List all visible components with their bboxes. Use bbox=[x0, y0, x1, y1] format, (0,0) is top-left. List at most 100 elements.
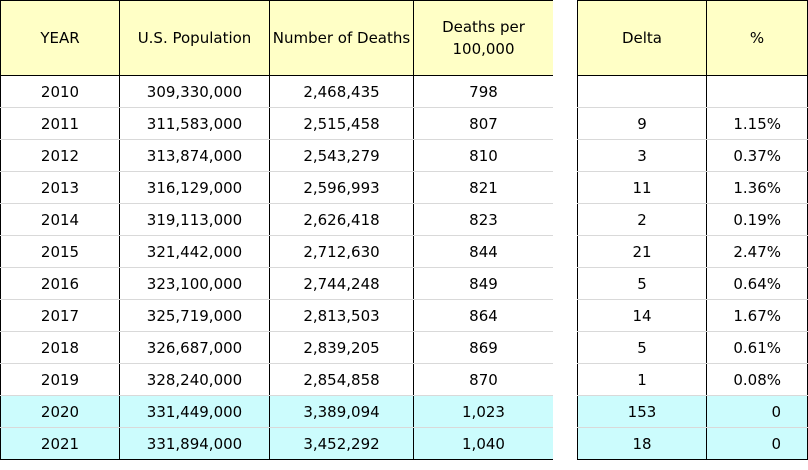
cell-rate[interactable]: 821 bbox=[413, 171, 554, 204]
cell-deaths[interactable]: 3,389,094 bbox=[269, 395, 414, 428]
cell-deaths[interactable]: 2,854,858 bbox=[269, 363, 414, 396]
cell-percent[interactable]: 0.37% bbox=[706, 139, 808, 172]
cell-deaths[interactable]: 2,543,279 bbox=[269, 139, 414, 172]
cell-deaths[interactable]: 2,744,248 bbox=[269, 267, 414, 300]
header-year[interactable]: YEAR bbox=[0, 0, 120, 76]
delta-row: 5 0.64% bbox=[577, 267, 808, 300]
cell-delta[interactable] bbox=[577, 75, 707, 108]
cell-percent[interactable]: 0.19% bbox=[706, 203, 808, 236]
header-rate[interactable]: Deaths per 100,000 bbox=[413, 0, 554, 76]
cell-year[interactable]: 2010 bbox=[0, 75, 120, 108]
cell-year[interactable]: 2019 bbox=[0, 363, 120, 396]
cell-percent[interactable] bbox=[706, 75, 808, 108]
table-row: 2020 331,449,000 3,389,094 1,023 bbox=[0, 395, 554, 428]
cell-deaths[interactable]: 2,626,418 bbox=[269, 203, 414, 236]
cell-percent[interactable]: 0 bbox=[706, 427, 808, 460]
cell-delta[interactable]: 9 bbox=[577, 107, 707, 140]
header-population[interactable]: U.S. Population bbox=[119, 0, 270, 76]
cell-rate[interactable]: 849 bbox=[413, 267, 554, 300]
table-row: 2017 325,719,000 2,813,503 864 bbox=[0, 299, 554, 332]
cell-delta[interactable]: 5 bbox=[577, 331, 707, 364]
delta-table-body: 9 1.15% 3 0.37% 11 1.36% 2 0.19% 21 2.47% 5 0.64% 14… bbox=[577, 75, 808, 460]
cell-rate[interactable]: 844 bbox=[413, 235, 554, 268]
cell-deaths[interactable]: 2,712,630 bbox=[269, 235, 414, 268]
delta-table: Delta % 9 1.15% 3 0.37% 11 1.36% 2 0.19% 21 2.47%… bbox=[577, 0, 808, 460]
cell-population[interactable]: 316,129,000 bbox=[119, 171, 270, 204]
cell-year[interactable]: 2017 bbox=[0, 299, 120, 332]
cell-rate[interactable]: 807 bbox=[413, 107, 554, 140]
cell-percent[interactable]: 0.61% bbox=[706, 331, 808, 364]
cell-delta[interactable]: 3 bbox=[577, 139, 707, 172]
table-row: 2011 311,583,000 2,515,458 807 bbox=[0, 107, 554, 140]
header-delta[interactable]: Delta bbox=[577, 0, 707, 76]
table-row: 2018 326,687,000 2,839,205 869 bbox=[0, 331, 554, 364]
cell-rate[interactable]: 864 bbox=[413, 299, 554, 332]
cell-delta[interactable]: 21 bbox=[577, 235, 707, 268]
table-row: 2014 319,113,000 2,626,418 823 bbox=[0, 203, 554, 236]
cell-rate[interactable]: 870 bbox=[413, 363, 554, 396]
cell-percent[interactable]: 1.36% bbox=[706, 171, 808, 204]
cell-deaths[interactable]: 2,596,993 bbox=[269, 171, 414, 204]
delta-row: 153 0 bbox=[577, 395, 808, 428]
table-row: 2012 313,874,000 2,543,279 810 bbox=[0, 139, 554, 172]
cell-rate[interactable]: 810 bbox=[413, 139, 554, 172]
cell-population[interactable]: 319,113,000 bbox=[119, 203, 270, 236]
cell-population[interactable]: 331,894,000 bbox=[119, 427, 270, 460]
cell-percent[interactable]: 1.67% bbox=[706, 299, 808, 332]
cell-population[interactable]: 326,687,000 bbox=[119, 331, 270, 364]
cell-year[interactable]: 2020 bbox=[0, 395, 120, 428]
delta-row: 9 1.15% bbox=[577, 107, 808, 140]
cell-delta[interactable]: 1 bbox=[577, 363, 707, 396]
cell-percent[interactable]: 1.15% bbox=[706, 107, 808, 140]
cell-year[interactable]: 2015 bbox=[0, 235, 120, 268]
cell-year[interactable]: 2021 bbox=[0, 427, 120, 460]
mortality-table: YEAR U.S. Population Number of Deaths De… bbox=[0, 0, 554, 460]
cell-year[interactable]: 2018 bbox=[0, 331, 120, 364]
cell-rate[interactable]: 1,023 bbox=[413, 395, 554, 428]
cell-population[interactable]: 328,240,000 bbox=[119, 363, 270, 396]
cell-population[interactable]: 325,719,000 bbox=[119, 299, 270, 332]
cell-population[interactable]: 331,449,000 bbox=[119, 395, 270, 428]
cell-percent[interactable]: 2.47% bbox=[706, 235, 808, 268]
column-gap bbox=[553, 0, 577, 470]
cell-delta[interactable]: 18 bbox=[577, 427, 707, 460]
cell-year[interactable]: 2016 bbox=[0, 267, 120, 300]
cell-deaths[interactable]: 3,452,292 bbox=[269, 427, 414, 460]
cell-year[interactable]: 2014 bbox=[0, 203, 120, 236]
header-row: YEAR U.S. Population Number of Deaths De… bbox=[0, 0, 554, 76]
cell-delta[interactable]: 11 bbox=[577, 171, 707, 204]
cell-rate[interactable]: 1,040 bbox=[413, 427, 554, 460]
cell-year[interactable]: 2013 bbox=[0, 171, 120, 204]
cell-deaths[interactable]: 2,468,435 bbox=[269, 75, 414, 108]
cell-deaths[interactable]: 2,839,205 bbox=[269, 331, 414, 364]
cell-delta[interactable]: 2 bbox=[577, 203, 707, 236]
cell-year[interactable]: 2011 bbox=[0, 107, 120, 140]
cell-percent[interactable]: 0.64% bbox=[706, 267, 808, 300]
table-row: 2019 328,240,000 2,854,858 870 bbox=[0, 363, 554, 396]
header-percent[interactable]: % bbox=[706, 0, 808, 76]
cell-population[interactable]: 309,330,000 bbox=[119, 75, 270, 108]
table-row: 2010 309,330,000 2,468,435 798 bbox=[0, 75, 554, 108]
cell-population[interactable]: 321,442,000 bbox=[119, 235, 270, 268]
delta-row: 5 0.61% bbox=[577, 331, 808, 364]
cell-delta[interactable]: 5 bbox=[577, 267, 707, 300]
cell-population[interactable]: 311,583,000 bbox=[119, 107, 270, 140]
cell-population[interactable]: 313,874,000 bbox=[119, 139, 270, 172]
cell-delta[interactable]: 153 bbox=[577, 395, 707, 428]
cell-delta[interactable]: 14 bbox=[577, 299, 707, 332]
cell-percent[interactable]: 0 bbox=[706, 395, 808, 428]
cell-percent[interactable]: 0.08% bbox=[706, 363, 808, 396]
delta-row: 21 2.47% bbox=[577, 235, 808, 268]
cell-rate[interactable]: 869 bbox=[413, 331, 554, 364]
cell-deaths[interactable]: 2,515,458 bbox=[269, 107, 414, 140]
cell-rate[interactable]: 823 bbox=[413, 203, 554, 236]
header-deaths[interactable]: Number of Deaths bbox=[269, 0, 414, 76]
cell-deaths[interactable]: 2,813,503 bbox=[269, 299, 414, 332]
delta-row: 3 0.37% bbox=[577, 139, 808, 172]
delta-row: 11 1.36% bbox=[577, 171, 808, 204]
cell-rate[interactable]: 798 bbox=[413, 75, 554, 108]
cell-population[interactable]: 323,100,000 bbox=[119, 267, 270, 300]
cell-year[interactable]: 2012 bbox=[0, 139, 120, 172]
mortality-table-body: 2010 309,330,000 2,468,435 798 2011 311,583,0… bbox=[0, 75, 554, 460]
